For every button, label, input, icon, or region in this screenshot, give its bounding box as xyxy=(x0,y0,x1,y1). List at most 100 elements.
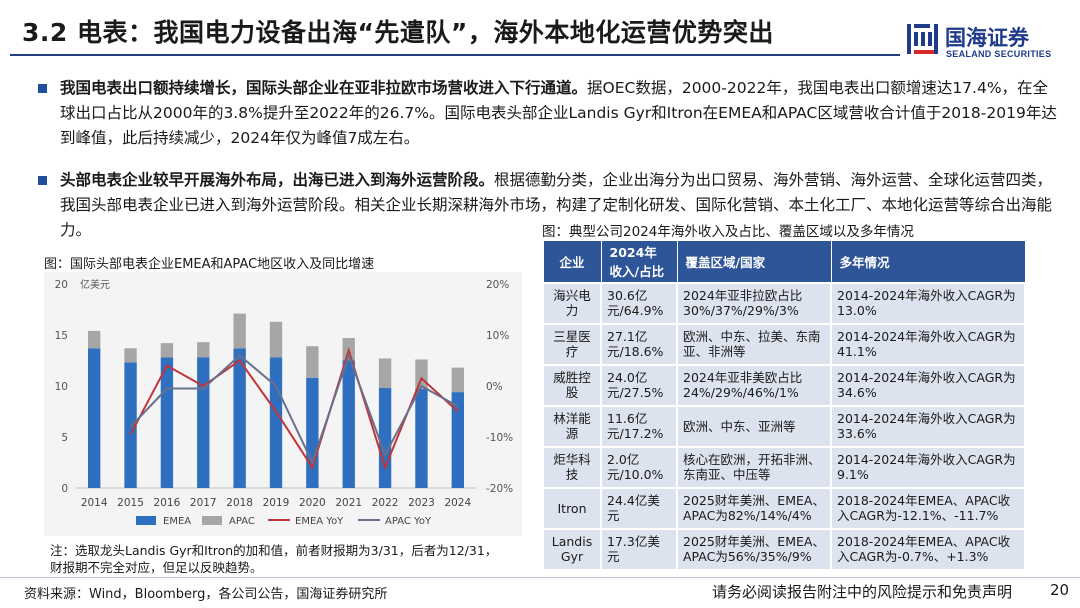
company-logo: 国海证券 SEALAND SECURITIES xyxy=(905,20,1070,64)
y-axis-unit-label: 亿美元 xyxy=(80,278,110,291)
bar-apac xyxy=(160,343,174,358)
page-title: 3.2 电表：我国电力设备出海“先遣队”，海外本地化运营优势突出 xyxy=(22,18,774,47)
revenue-chart: 亿美元 0 5 10 15 20 -20% -10% 0% 10% 20% 2014 2015 2016 2… xyxy=(44,272,522,536)
bullet-body: 据OEC数据，2000-2022年，我国电表出口额增速达17.4%，在全球出口占… xyxy=(60,79,1057,147)
y-tick-left: 10 xyxy=(55,381,68,393)
cell-history: 2014-2024年海外收入CAGR为33.6% xyxy=(830,404,1026,448)
cell-company: 炬华科技 xyxy=(542,445,602,489)
bar-apac xyxy=(269,321,283,358)
header-regions: 覆盖区域/国家 xyxy=(676,240,832,283)
y-tick-left: 5 xyxy=(61,432,68,444)
cell-regions: 欧洲、中东、亚洲等 xyxy=(676,404,832,448)
cell-regions: 核心在欧洲，开拓非洲、东南亚、中压等 xyxy=(676,445,832,489)
cell-company: Itron xyxy=(542,486,602,530)
chart-caption: 图：国际头部电表企业EMEA和APAC地区收入及同比增速 xyxy=(44,257,375,272)
data-source: 资料来源：Wind，Bloomberg，各公司公告，国海证券研究所 xyxy=(24,587,388,602)
header-company: 企业 xyxy=(542,240,602,283)
bar-emea xyxy=(451,392,464,488)
bar-apac xyxy=(197,342,210,358)
sealand-logo-icon xyxy=(907,24,938,54)
cell-regions: 2024年亚非美欧占比24%/29%/46%/1% xyxy=(676,363,832,407)
x-tick-label: 2014 xyxy=(81,497,108,509)
legend-label: APAC xyxy=(229,516,255,527)
bar-emea xyxy=(88,348,101,488)
chart-note: 注：选取龙头Landis Gyr和Itron的加和值，前者财报期为3/31，后者… xyxy=(50,543,498,575)
table-row: Itron 24.4亿美元 2025财年美洲、EMEA、APAC为82%/14%… xyxy=(542,486,1026,530)
bar-apac xyxy=(451,367,464,393)
legend-label: APAC YoY xyxy=(385,516,432,527)
cell-history: 2018-2024年EMEA、APAC收入CAGR为-0.7%、+1.3% xyxy=(830,527,1026,571)
y-tick-right: -20% xyxy=(486,483,513,495)
cell-history: 2014-2024年海外收入CAGR为13.0% xyxy=(830,281,1026,325)
cell-company: 林洋能源 xyxy=(542,404,602,448)
bullet-point: 我国电表出口额持续增长，国际头部企业在亚非拉欧市场营收进入下行通道。据OEC数据… xyxy=(38,76,1060,151)
x-tick-label: 2021 xyxy=(335,497,362,509)
y-tick-left: 15 xyxy=(55,330,68,342)
cell-revenue: 24.0亿元/27.5% xyxy=(600,363,678,407)
bar-apac xyxy=(378,358,392,389)
y-tick-right: 0% xyxy=(486,381,503,393)
bar-apac xyxy=(233,313,246,349)
cell-revenue: 24.4亿美元 xyxy=(600,486,678,530)
cell-revenue: 11.6亿元/17.2% xyxy=(600,404,678,448)
cell-history: 2014-2024年海外收入CAGR为9.1% xyxy=(830,445,1026,489)
y-tick-right: 20% xyxy=(486,279,509,291)
cell-revenue: 17.3亿美元 xyxy=(600,527,678,571)
bar-emea xyxy=(415,389,428,488)
cell-regions: 2025财年美洲、EMEA、APAC为82%/14%/4% xyxy=(676,486,832,530)
bar-emea xyxy=(269,357,283,488)
bar-emea xyxy=(233,348,246,488)
bar-apac xyxy=(124,348,137,363)
cell-revenue: 27.1亿元/18.6% xyxy=(600,322,678,366)
bar-emea xyxy=(342,360,355,488)
x-tick-label: 2023 xyxy=(408,497,435,509)
legend-swatch xyxy=(136,516,156,525)
table-row: 炬华科技 2.0亿元/10.0% 核心在欧洲，开拓非洲、东南亚、中压等 2014… xyxy=(542,445,1026,489)
bar-emea xyxy=(378,388,392,488)
footer-divider xyxy=(0,577,1080,578)
bullet-body: 根据德勤分类，企业出海分为出口贸易、海外营销、海外运营、全球化运营四类，我国头部… xyxy=(60,171,1053,239)
table-row: 海兴电力 30.6亿元/64.9% 2024年亚非拉欧占比30%/37%/29%… xyxy=(542,281,1026,325)
bar-apac xyxy=(88,330,101,349)
y-tick-left: 0 xyxy=(61,483,68,495)
cell-history: 2014-2024年海外收入CAGR为34.6% xyxy=(830,363,1026,407)
bullet-point: 头部电表企业较早开展海外布局，出海已进入到海外运营阶段。根据德勤分类，企业出海分… xyxy=(38,168,1060,243)
table-header-row: 企业 2024年收入/占比 覆盖区域/国家 多年情况 xyxy=(542,240,1026,283)
x-tick-label: 2022 xyxy=(372,497,399,509)
bar-emea xyxy=(197,357,210,488)
legend-label: EMEA xyxy=(163,516,191,527)
bar-emea xyxy=(160,357,174,488)
disclaimer: 请务必阅读报告附注中的风险提示和免责声明 xyxy=(712,583,1013,601)
x-tick-label: 2020 xyxy=(299,497,326,509)
bullet-square-icon xyxy=(38,176,47,185)
x-tick-label: 2015 xyxy=(117,497,144,509)
cell-regions: 2024年亚非拉欧占比30%/37%/29%/3% xyxy=(676,281,832,325)
cell-revenue: 2.0亿元/10.0% xyxy=(600,445,678,489)
x-tick-label: 2016 xyxy=(154,497,181,509)
cell-company: 威胜控股 xyxy=(542,363,602,407)
footer-bar xyxy=(0,578,1080,608)
bar-emea xyxy=(306,377,319,488)
bullet-heading: 头部电表企业较早开展海外布局，出海已进入到海外运营阶段。 xyxy=(60,171,495,189)
cell-revenue: 30.6亿元/64.9% xyxy=(600,281,678,325)
bar-apac xyxy=(415,359,428,390)
y-tick-right: -10% xyxy=(486,432,513,444)
table-caption: 图：典型公司2024年海外收入及占比、覆盖区域以及多年情况 xyxy=(542,224,914,240)
cell-company: 三星医疗 xyxy=(542,322,602,366)
x-tick-label: 2017 xyxy=(190,497,217,509)
line-apac-yoy xyxy=(129,352,459,466)
header-history: 多年情况 xyxy=(830,240,1026,283)
table-row: 林洋能源 11.6亿元/17.2% 欧洲、中东、亚洲等 2014-2024年海外… xyxy=(542,404,1026,448)
y-tick-right: 10% xyxy=(486,330,509,342)
x-tick-label: 2019 xyxy=(263,497,290,509)
page-number: 20 xyxy=(1050,581,1070,599)
company-table: 企业 2024年收入/占比 覆盖区域/国家 多年情况 海兴电力 30.6亿元/6… xyxy=(542,240,1026,571)
table-row: 三星医疗 27.1亿元/18.6% 欧洲、中东、拉美、东南亚、非洲等 2014-… xyxy=(542,322,1026,366)
line-emea-yoy xyxy=(129,346,459,471)
logo-english-name: SEALAND SECURITIES xyxy=(946,49,1052,59)
bar-emea xyxy=(124,362,137,488)
cell-history: 2018-2024年EMEA、APAC收入CAGR为-12.1%、-11.7% xyxy=(830,486,1026,530)
bar-apac xyxy=(306,346,319,378)
y-tick-left: 20 xyxy=(55,279,68,291)
legend-swatch xyxy=(202,516,222,525)
